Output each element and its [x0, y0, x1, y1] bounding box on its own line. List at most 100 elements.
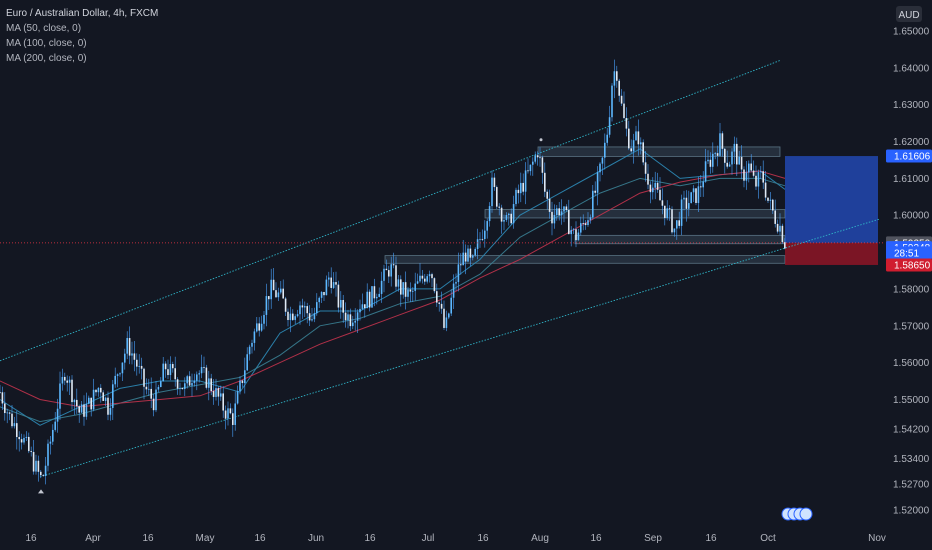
candle-body	[695, 188, 697, 203]
candle-body	[212, 391, 215, 397]
candle-body	[618, 80, 620, 96]
candle-body	[268, 296, 270, 300]
time-axis[interactable]	[0, 527, 932, 550]
symbol-title[interactable]: Euro / Australian Dollar, 4h, FXCM	[6, 8, 159, 19]
candle-body	[589, 217, 592, 221]
candle-body	[143, 368, 145, 387]
candle-body	[534, 155, 536, 162]
candle-body	[119, 373, 121, 375]
candle-body	[671, 209, 673, 233]
candle-body	[239, 380, 241, 392]
candle-body	[440, 303, 443, 309]
price-marker-bg	[886, 149, 932, 163]
candle-body	[714, 153, 716, 154]
events-icon[interactable]	[781, 507, 813, 521]
candle-body	[666, 208, 668, 218]
candle-body	[16, 423, 18, 438]
price-tick-label: 1.53400	[893, 454, 930, 465]
time-tick-label: Jun	[308, 533, 324, 544]
candle-body	[649, 184, 652, 193]
candle-body	[493, 177, 496, 188]
candle-body	[294, 316, 296, 320]
candle-body	[299, 305, 301, 315]
long-position-tool[interactable]	[785, 156, 878, 265]
chart-markers	[38, 138, 813, 521]
candle-body	[318, 297, 320, 303]
candle-body	[169, 364, 172, 376]
candle-body	[769, 199, 772, 201]
candle-body	[491, 177, 493, 207]
candle-body	[397, 279, 400, 287]
candle-body	[167, 369, 169, 376]
candle-body	[553, 214, 556, 224]
candle-body	[376, 296, 378, 299]
candle-body	[772, 199, 774, 211]
candle-body	[248, 346, 251, 355]
trend-channel[interactable]	[0, 60, 881, 478]
price-marker-label: 28:51	[894, 248, 919, 259]
candle-body	[704, 161, 707, 182]
candle-body	[474, 248, 476, 256]
channel-lower-line[interactable]	[39, 218, 881, 478]
zone-2[interactable]	[574, 234, 786, 245]
candle-body	[90, 397, 92, 410]
candle-body	[66, 380, 68, 383]
price-markers: 1.616061.592501.5924828:511.58650	[886, 149, 932, 272]
candle-body	[707, 159, 709, 162]
zone-0[interactable]	[537, 146, 781, 157]
candle-body	[599, 163, 601, 173]
candle-body	[337, 284, 340, 308]
candle-body	[558, 208, 560, 216]
candle-body	[174, 368, 176, 380]
currency-badge[interactable]	[896, 6, 922, 22]
candle-body	[287, 311, 289, 321]
price-tick-label: 1.54200	[893, 424, 930, 435]
price-tick-label: 1.62000	[893, 137, 930, 148]
candle-body	[762, 171, 764, 183]
candle-body	[632, 140, 635, 152]
candle-body	[390, 264, 392, 277]
target-zone[interactable]	[785, 156, 878, 243]
chart-legend: Euro / Australian Dollar, 4h, FXCM MA (5…	[6, 6, 158, 66]
candle-body	[32, 451, 35, 472]
zone-1[interactable]	[484, 209, 786, 219]
candle-body	[508, 213, 510, 216]
candle-body	[433, 278, 436, 292]
candle-body	[683, 197, 685, 200]
zone-3[interactable]	[384, 255, 786, 264]
candle-body	[282, 288, 284, 299]
stop-zone[interactable]	[785, 242, 878, 265]
indicator-ma-50[interactable]: MA (50, close, 0)	[6, 23, 82, 34]
candle-body	[510, 213, 512, 224]
candle-body	[217, 388, 220, 397]
indicator-ma-200[interactable]: MA (200, close, 0)	[6, 53, 87, 64]
candle-body	[368, 291, 371, 308]
time-tick-label: 16	[142, 533, 154, 544]
candle-body	[570, 229, 572, 235]
event-bubble-icon[interactable]	[799, 507, 813, 521]
time-tick-label: Sep	[644, 533, 662, 544]
candle-body	[488, 206, 491, 222]
support-resistance-zones	[384, 146, 786, 264]
channel-upper-line[interactable]	[0, 60, 781, 362]
price-tick-label: 1.57000	[893, 321, 930, 332]
candle-body	[44, 465, 47, 477]
candle-body	[503, 219, 505, 222]
candle-body	[505, 215, 508, 220]
candle-body	[647, 173, 649, 185]
candle-body	[464, 252, 467, 262]
candle-body	[241, 380, 244, 383]
price-marker-bg	[886, 258, 932, 272]
candle-body	[193, 380, 196, 384]
candle-body	[152, 398, 155, 411]
price-axis[interactable]: AUD	[885, 0, 932, 550]
candle-body	[116, 374, 119, 376]
indicator-ma-100[interactable]: MA (100, close, 0)	[6, 38, 87, 49]
candle-body	[560, 211, 563, 216]
price-tick-label: 1.63000	[893, 100, 930, 111]
time-tick-label: 16	[364, 533, 376, 544]
candle-body	[512, 204, 515, 224]
candle-body	[642, 142, 644, 163]
candle-body	[668, 208, 671, 210]
